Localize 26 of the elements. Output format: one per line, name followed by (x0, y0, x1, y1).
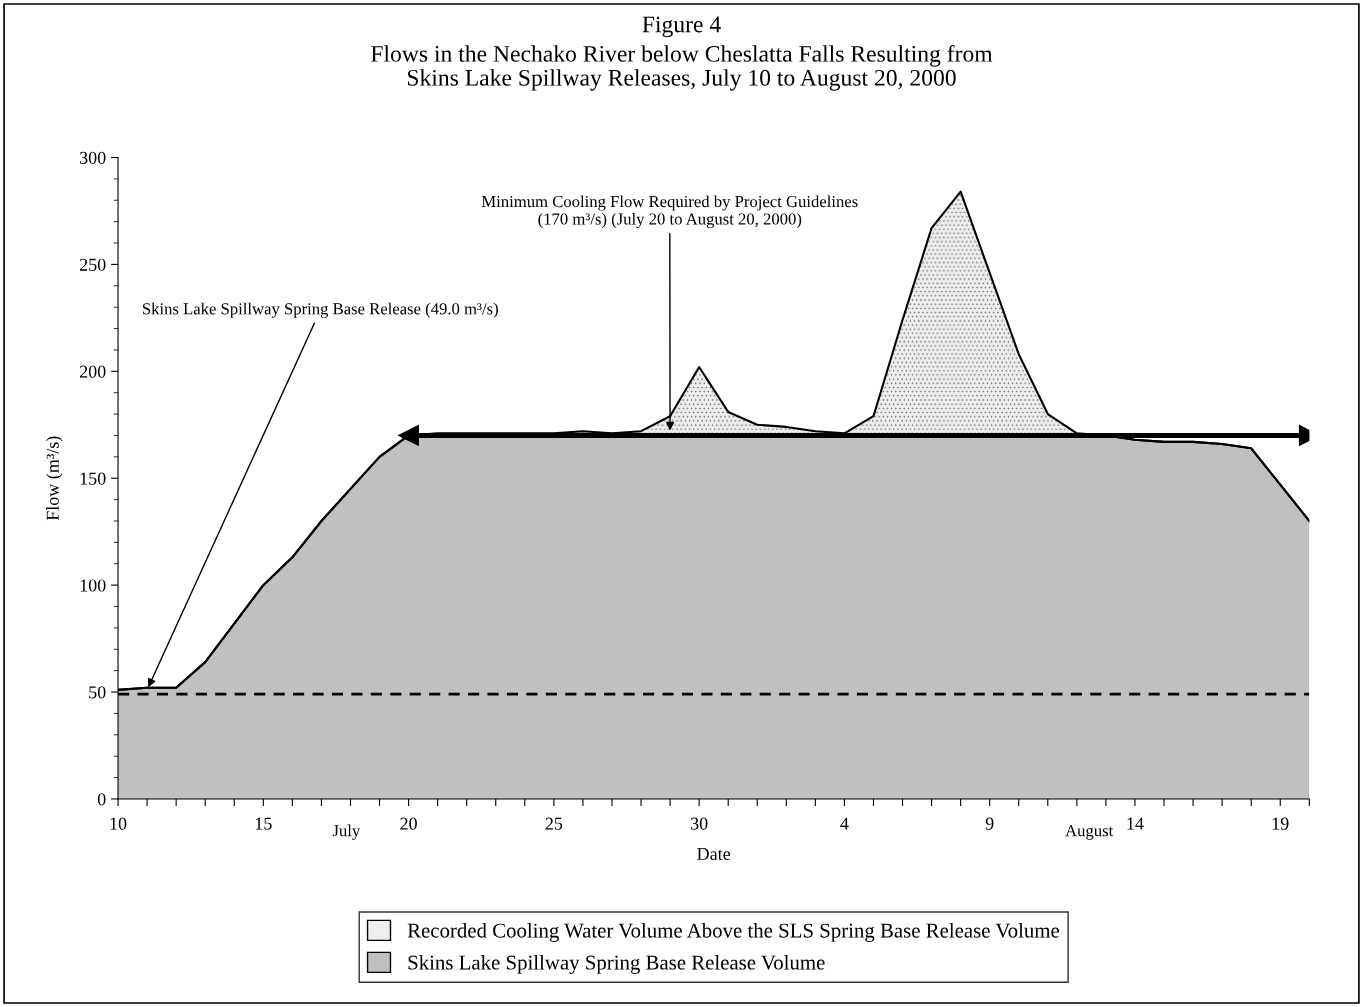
x-tick-label: 30 (690, 817, 708, 830)
y-tick-label: 250 (79, 258, 106, 271)
chart-subtitle: Flows in the Nechako River below Cheslatta Falls Resulting from Skins Lake Spillway Releases, July 10 to August 20, 2000 (371, 44, 993, 91)
x-tick-label: 15 (255, 817, 272, 830)
y-tick-label: 100 (80, 579, 106, 592)
y-axis-title: Flow (m³/s) (46, 436, 63, 521)
legend-label: Skins Lake Spillway Spring Base Release Volume (408, 954, 825, 974)
y-tick-label: 200 (79, 365, 106, 378)
y-tick-label: 50 (89, 686, 106, 699)
chart-title: Figure 4 (642, 16, 721, 38)
annotation: Skins Lake Spillway Spring Base Release (49.0 m³/s) (142, 302, 498, 318)
x-tick-label: 19 (1272, 817, 1289, 830)
x-tick-label: 4 (840, 817, 849, 830)
y-tick-label: 150 (80, 472, 106, 485)
annotation: Minimum Cooling Flow Required by Project Guidelines (170 m³/s) (July 20 to August 20, 2000) (481, 195, 858, 229)
x-tick-label: 20 (400, 817, 417, 830)
y-tick-label: 300 (80, 151, 106, 164)
x-tick-label: 9 (985, 817, 994, 830)
y-tick-label: 0 (97, 793, 106, 806)
x-tick-label: 25 (545, 817, 563, 830)
x-tick-label: 10 (110, 817, 127, 830)
legend-label: Recorded Cooling Water Volume Above the SLS Spring Base Release Volume (407, 922, 1060, 942)
text: August (1065, 825, 1114, 840)
x-axis-title: Date (697, 847, 731, 860)
x-tick-label: 14 (1127, 817, 1144, 830)
text: July (332, 824, 361, 840)
